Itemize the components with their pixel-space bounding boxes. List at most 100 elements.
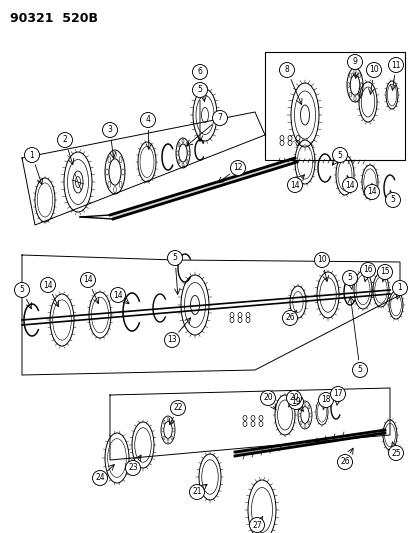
Polygon shape — [110, 158, 296, 219]
Text: 11: 11 — [390, 61, 400, 69]
Circle shape — [80, 272, 95, 287]
Ellipse shape — [171, 420, 173, 424]
Ellipse shape — [185, 142, 188, 147]
Text: 15: 15 — [379, 268, 389, 277]
Ellipse shape — [108, 181, 110, 188]
Circle shape — [318, 392, 333, 408]
Circle shape — [387, 58, 403, 72]
Circle shape — [260, 391, 275, 406]
Ellipse shape — [303, 402, 305, 406]
Text: 7: 7 — [217, 114, 222, 123]
Text: 19: 19 — [290, 398, 300, 407]
Circle shape — [24, 148, 39, 163]
Ellipse shape — [113, 151, 116, 157]
Text: 9: 9 — [352, 58, 356, 67]
Circle shape — [286, 391, 301, 406]
Circle shape — [14, 282, 29, 297]
Circle shape — [342, 271, 357, 286]
Ellipse shape — [187, 151, 189, 155]
Circle shape — [279, 62, 294, 77]
Ellipse shape — [307, 421, 309, 425]
Bar — [264, 52, 404, 160]
Circle shape — [337, 455, 351, 470]
Circle shape — [230, 160, 245, 175]
Ellipse shape — [299, 421, 301, 425]
Circle shape — [164, 333, 179, 348]
Text: 12: 12 — [233, 164, 242, 173]
Circle shape — [360, 262, 375, 278]
Text: 17: 17 — [332, 390, 342, 399]
Text: 2: 2 — [62, 135, 67, 144]
Text: 5: 5 — [337, 150, 342, 159]
Text: 24: 24 — [95, 473, 104, 482]
Ellipse shape — [119, 181, 122, 188]
Ellipse shape — [347, 83, 349, 87]
Text: 14: 14 — [344, 181, 354, 190]
Text: 27: 27 — [252, 521, 261, 529]
Circle shape — [377, 264, 392, 279]
Ellipse shape — [163, 436, 165, 440]
Circle shape — [392, 280, 406, 295]
Text: 18: 18 — [320, 395, 330, 405]
Circle shape — [288, 394, 303, 409]
Text: 10: 10 — [316, 255, 326, 264]
Ellipse shape — [307, 405, 309, 409]
Ellipse shape — [359, 83, 362, 87]
Text: 16: 16 — [362, 265, 372, 274]
Ellipse shape — [185, 159, 188, 164]
Circle shape — [57, 133, 72, 148]
Ellipse shape — [182, 139, 183, 143]
Circle shape — [92, 471, 107, 486]
Ellipse shape — [105, 169, 108, 175]
Ellipse shape — [299, 405, 301, 409]
Circle shape — [212, 110, 227, 125]
Circle shape — [366, 62, 380, 77]
Text: 22: 22 — [173, 403, 182, 413]
Ellipse shape — [303, 424, 305, 428]
Circle shape — [314, 253, 329, 268]
Circle shape — [351, 362, 367, 377]
Circle shape — [282, 311, 297, 326]
Ellipse shape — [182, 163, 183, 167]
Text: 26: 26 — [339, 457, 349, 466]
Ellipse shape — [172, 428, 174, 432]
Text: 5: 5 — [357, 366, 361, 375]
Circle shape — [110, 287, 125, 303]
Circle shape — [330, 386, 345, 401]
Polygon shape — [235, 430, 384, 456]
Text: 14: 14 — [290, 181, 299, 190]
Text: 8: 8 — [284, 66, 289, 75]
Text: 13: 13 — [167, 335, 176, 344]
Ellipse shape — [353, 69, 355, 74]
Ellipse shape — [176, 151, 178, 155]
Text: 1: 1 — [396, 284, 401, 293]
Text: 14: 14 — [366, 188, 376, 197]
Text: 3: 3 — [107, 125, 112, 134]
Circle shape — [342, 177, 357, 192]
Text: 14: 14 — [43, 280, 53, 289]
Circle shape — [192, 64, 207, 79]
Text: 20: 20 — [289, 393, 298, 402]
Circle shape — [363, 184, 379, 199]
Circle shape — [249, 518, 264, 532]
Ellipse shape — [358, 73, 360, 78]
Text: 5: 5 — [389, 196, 394, 205]
Ellipse shape — [161, 428, 163, 432]
Ellipse shape — [309, 413, 311, 417]
Ellipse shape — [119, 157, 122, 163]
Circle shape — [189, 484, 204, 499]
Circle shape — [170, 400, 185, 416]
Text: 90321  520B: 90321 520B — [10, 12, 98, 25]
Ellipse shape — [178, 142, 180, 147]
Ellipse shape — [178, 159, 180, 164]
Circle shape — [140, 112, 155, 127]
Ellipse shape — [298, 413, 300, 417]
Ellipse shape — [349, 92, 351, 97]
Ellipse shape — [358, 92, 360, 97]
Circle shape — [125, 461, 140, 475]
Circle shape — [387, 446, 403, 461]
Ellipse shape — [166, 439, 169, 443]
Text: 6: 6 — [197, 68, 202, 77]
Circle shape — [287, 177, 302, 192]
Text: 1: 1 — [30, 150, 34, 159]
